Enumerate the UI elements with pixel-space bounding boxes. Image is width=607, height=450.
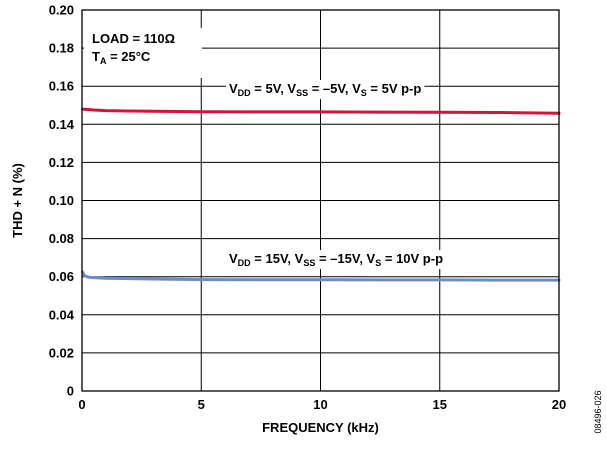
- y-tick-label: 0.14: [49, 117, 75, 132]
- y-tick-label: 0.04: [49, 307, 75, 322]
- y-tick-label: 0.16: [49, 79, 74, 94]
- y-tick-label: 0.08: [49, 231, 74, 246]
- x-tick-label: 0: [78, 397, 85, 412]
- y-tick-label: 0.02: [49, 345, 74, 360]
- series-label-2: VDD = 15V, VSS = –15V, VS = 10V p-p: [229, 251, 443, 268]
- y-tick-label: 0.10: [49, 193, 74, 208]
- series-line-2: [81, 270, 561, 282]
- y-tick-label: 0.12: [49, 155, 74, 170]
- series-label-1: VDD = 5V, VSS = –5V, VS = 5V p-p: [229, 81, 421, 98]
- series-label-backdrop: [226, 250, 447, 269]
- test-conditions-box: LOAD = 110Ω TA = 25°C: [92, 31, 175, 66]
- series-label-backdrop: [226, 80, 425, 99]
- series-layer: [81, 107, 561, 282]
- plot-frame: [81, 9, 560, 392]
- y-tick-labels: 0 0.02 0.04 0.06 0.08 0.10 0.12 0.14 0.16 0.18 0.2…: [49, 3, 75, 399]
- x-tick-label: 20: [552, 397, 566, 412]
- x-tick-labels: 0 5 10 15 20: [78, 397, 566, 412]
- y-tick-label: 0.06: [49, 269, 74, 284]
- x-tick-label: 10: [313, 397, 327, 412]
- load-condition: LOAD = 110Ω: [92, 31, 175, 46]
- temperature-condition: TA = 25°C: [92, 49, 151, 66]
- x-axis-title: FREQUENCY (kHz): [262, 420, 379, 435]
- y-axis-title: THD + N (%): [10, 163, 25, 238]
- figure-id: 08496-026: [593, 390, 603, 433]
- x-tick-label: 5: [198, 397, 205, 412]
- series-line-1: [81, 107, 561, 115]
- y-tick-label: 0.20: [49, 3, 74, 18]
- grid-lines: [82, 10, 559, 391]
- x-tick-label: 15: [433, 397, 447, 412]
- conditions-backdrop: [84, 28, 202, 78]
- series-labels: VDD = 5V, VSS = –5V, VS = 5V p-p VDD = 15…: [226, 80, 447, 269]
- y-tick-label: 0.18: [49, 41, 74, 56]
- y-tick-label: 0: [67, 384, 74, 399]
